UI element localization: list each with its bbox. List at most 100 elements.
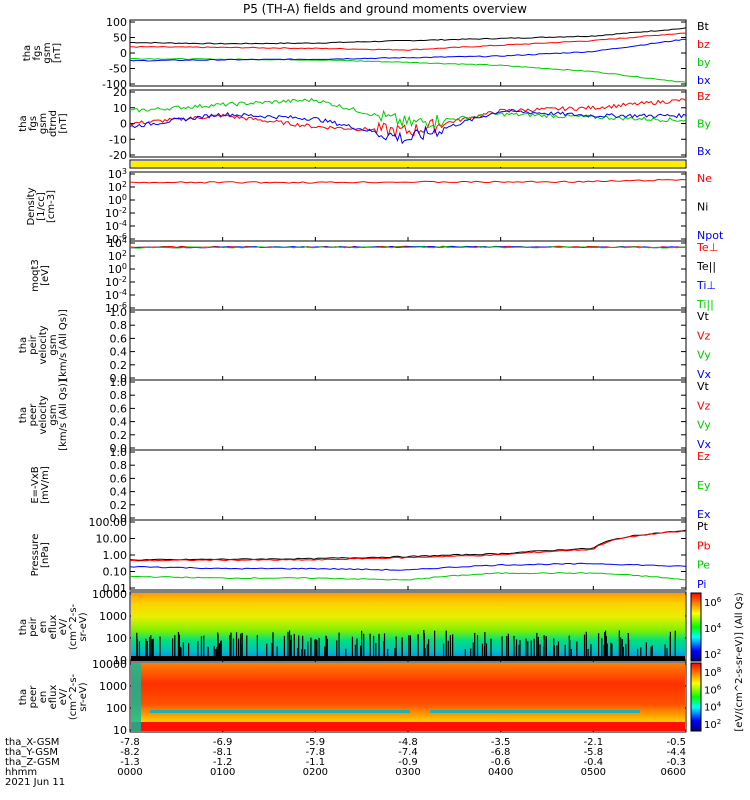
y-tick-label: 10-2 bbox=[105, 206, 127, 220]
y-tick-label: -10 bbox=[109, 133, 127, 146]
data-gap bbox=[650, 646, 652, 658]
panel-9: 100.00 10.00 1.00 0.10 0.01 Pressure [nPa] Pt Pb… bbox=[30, 516, 711, 595]
data-gap bbox=[434, 630, 436, 658]
data-gap bbox=[645, 642, 647, 658]
colorbar bbox=[690, 592, 702, 662]
data-gap bbox=[481, 643, 484, 658]
data-gap bbox=[324, 646, 326, 658]
data-gap bbox=[408, 635, 410, 658]
data-gap bbox=[553, 648, 555, 658]
colorbar-tick: 104 bbox=[704, 622, 722, 635]
data-gap bbox=[283, 635, 286, 658]
colorbar bbox=[690, 662, 702, 732]
y-axis-label: eV/ bbox=[58, 618, 69, 635]
y-tick-label: 10-2 bbox=[105, 275, 127, 289]
legend-pe: Pe bbox=[697, 559, 710, 572]
data-gap bbox=[401, 637, 403, 658]
y-axis-label: [eV] bbox=[40, 265, 51, 286]
data-gap bbox=[664, 644, 666, 658]
y-axis-label: sr-eV) bbox=[78, 682, 89, 711]
data-gap bbox=[148, 637, 151, 658]
data-gap bbox=[351, 636, 354, 658]
data-gap bbox=[289, 639, 291, 658]
data-gap bbox=[220, 640, 222, 658]
legend-bx: bx bbox=[697, 74, 711, 87]
data-gap bbox=[230, 632, 232, 658]
data-gap bbox=[241, 643, 243, 658]
data-gap bbox=[304, 649, 306, 658]
data-gap bbox=[229, 635, 231, 658]
data-gap bbox=[290, 635, 292, 658]
footer-z-gsm: -1.3 bbox=[120, 757, 140, 768]
panel-6: 1.00.80.60.40.20.0 tha peir velocity gsm [km/… bbox=[18, 306, 712, 385]
legend-npot: Npot bbox=[697, 229, 724, 242]
y-axis-label: moqt3 bbox=[30, 259, 41, 292]
data-gap bbox=[336, 640, 338, 658]
y-axis-label: gsm bbox=[38, 113, 49, 134]
y-tick-label: 1.0 bbox=[110, 446, 128, 459]
data-gap bbox=[518, 644, 520, 658]
y-axis-label: tha bbox=[18, 115, 29, 131]
legend-vt: Vt bbox=[697, 380, 710, 393]
y-tick-label: 10.00 bbox=[96, 533, 128, 546]
data-gap bbox=[298, 635, 300, 658]
series-pt bbox=[129, 529, 687, 561]
panel-frame bbox=[129, 379, 687, 451]
y-tick-label: 100 bbox=[108, 262, 127, 276]
y-tick-label: 1.0 bbox=[110, 376, 128, 389]
series-bz bbox=[129, 98, 687, 138]
y-tick-label: -20 bbox=[109, 149, 127, 162]
y-axis-label: en bbox=[38, 691, 49, 704]
y-tick-label: -50 bbox=[109, 63, 127, 76]
y-tick-label: 103 bbox=[108, 167, 127, 181]
footer-hhmm: 0000 bbox=[117, 767, 142, 778]
data-gap bbox=[197, 641, 199, 658]
data-gap bbox=[301, 649, 303, 658]
data-gap bbox=[246, 635, 248, 658]
legend-ti⊥: Ti⊥ bbox=[696, 279, 716, 292]
footer-x-gsm: -6.9 bbox=[213, 737, 233, 748]
data-gap bbox=[272, 632, 274, 658]
colorbar-1: 106 104 102 bbox=[690, 592, 722, 662]
data-gap bbox=[470, 648, 472, 658]
legend-vz: Vz bbox=[697, 399, 711, 412]
data-gap bbox=[533, 638, 535, 658]
legend-ni: Ni bbox=[697, 201, 708, 214]
panel-7: 1.00.80.60.40.20.0 tha peer velocity gsm [km/… bbox=[18, 376, 712, 455]
data-gap bbox=[293, 633, 295, 658]
y-axis-label: [km/s (All Qs)] bbox=[58, 309, 69, 381]
data-gap bbox=[417, 634, 419, 658]
y-tick-label: 0.0 bbox=[110, 442, 128, 455]
legend-bt: Bt bbox=[697, 20, 710, 33]
footer-row-label: tha_Y-GSM bbox=[5, 747, 58, 758]
photo-electron-band bbox=[150, 710, 410, 713]
data-gap bbox=[627, 632, 629, 658]
data-gap bbox=[597, 633, 600, 658]
data-gap bbox=[507, 633, 509, 658]
photo-electron-band bbox=[430, 710, 640, 713]
data-gap bbox=[545, 636, 547, 658]
figure-title: P5 (TH-A) fields and ground moments over… bbox=[243, 2, 527, 16]
data-gap bbox=[178, 634, 180, 658]
y-axis-label: sr-eV) bbox=[78, 612, 89, 641]
data-gap bbox=[442, 643, 445, 658]
data-gap bbox=[669, 631, 671, 658]
y-axis-label: eflux bbox=[48, 685, 59, 710]
y-axis-label: velocity bbox=[38, 395, 49, 434]
data-gap bbox=[375, 643, 377, 658]
y-axis-label: velocity bbox=[38, 325, 49, 364]
data-gap bbox=[515, 639, 518, 658]
data-gap bbox=[564, 644, 566, 658]
y-axis-label: tha bbox=[18, 619, 29, 635]
footer-hhmm: 0300 bbox=[395, 767, 420, 778]
data-gap bbox=[217, 632, 219, 658]
data-gap bbox=[179, 646, 181, 658]
series-by bbox=[130, 57, 687, 83]
data-gap bbox=[611, 643, 613, 658]
y-axis-label: (cm^2-s- bbox=[68, 673, 79, 720]
y-axis-label: Density bbox=[26, 187, 37, 225]
footer-z-gsm: -0.6 bbox=[491, 757, 511, 768]
legend-ex: Ex bbox=[697, 508, 711, 521]
y-axis-label: E=-VxB bbox=[30, 466, 41, 503]
